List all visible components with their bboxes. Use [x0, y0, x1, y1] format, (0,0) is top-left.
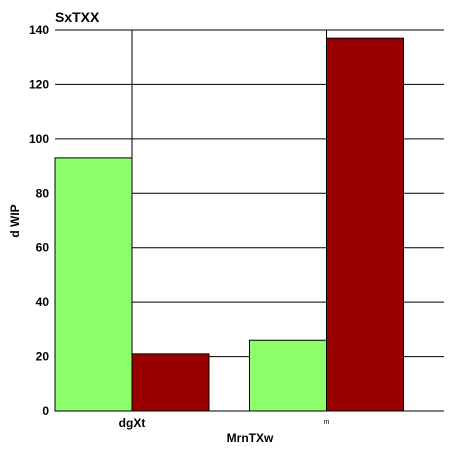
- y-axis-title: d WIP: [8, 204, 22, 237]
- bar: [250, 340, 327, 411]
- y-tick-label: 100: [29, 132, 49, 146]
- y-tick-label: 80: [36, 186, 50, 200]
- y-tick-label: 140: [29, 23, 49, 37]
- y-tick-label: 120: [29, 77, 49, 91]
- y-tick-label: 20: [36, 350, 50, 364]
- bar: [327, 38, 404, 411]
- y-tick-label: 60: [36, 241, 50, 255]
- y-tick-labels: 0 20 40 60 80 100 120 140: [29, 23, 49, 418]
- y-tick-label: 0: [42, 404, 49, 418]
- bar: [132, 354, 209, 411]
- x-tick-label: dgXt: [119, 416, 146, 430]
- x-tick-labels: dgXt m: [119, 416, 330, 430]
- x-axis-title: MrnTXw: [227, 431, 274, 445]
- bar: [55, 158, 132, 411]
- chart-title: SxTXX: [55, 9, 100, 25]
- y-tick-label: 40: [36, 295, 50, 309]
- bars: [55, 38, 404, 411]
- x-tick-label: m: [324, 419, 330, 426]
